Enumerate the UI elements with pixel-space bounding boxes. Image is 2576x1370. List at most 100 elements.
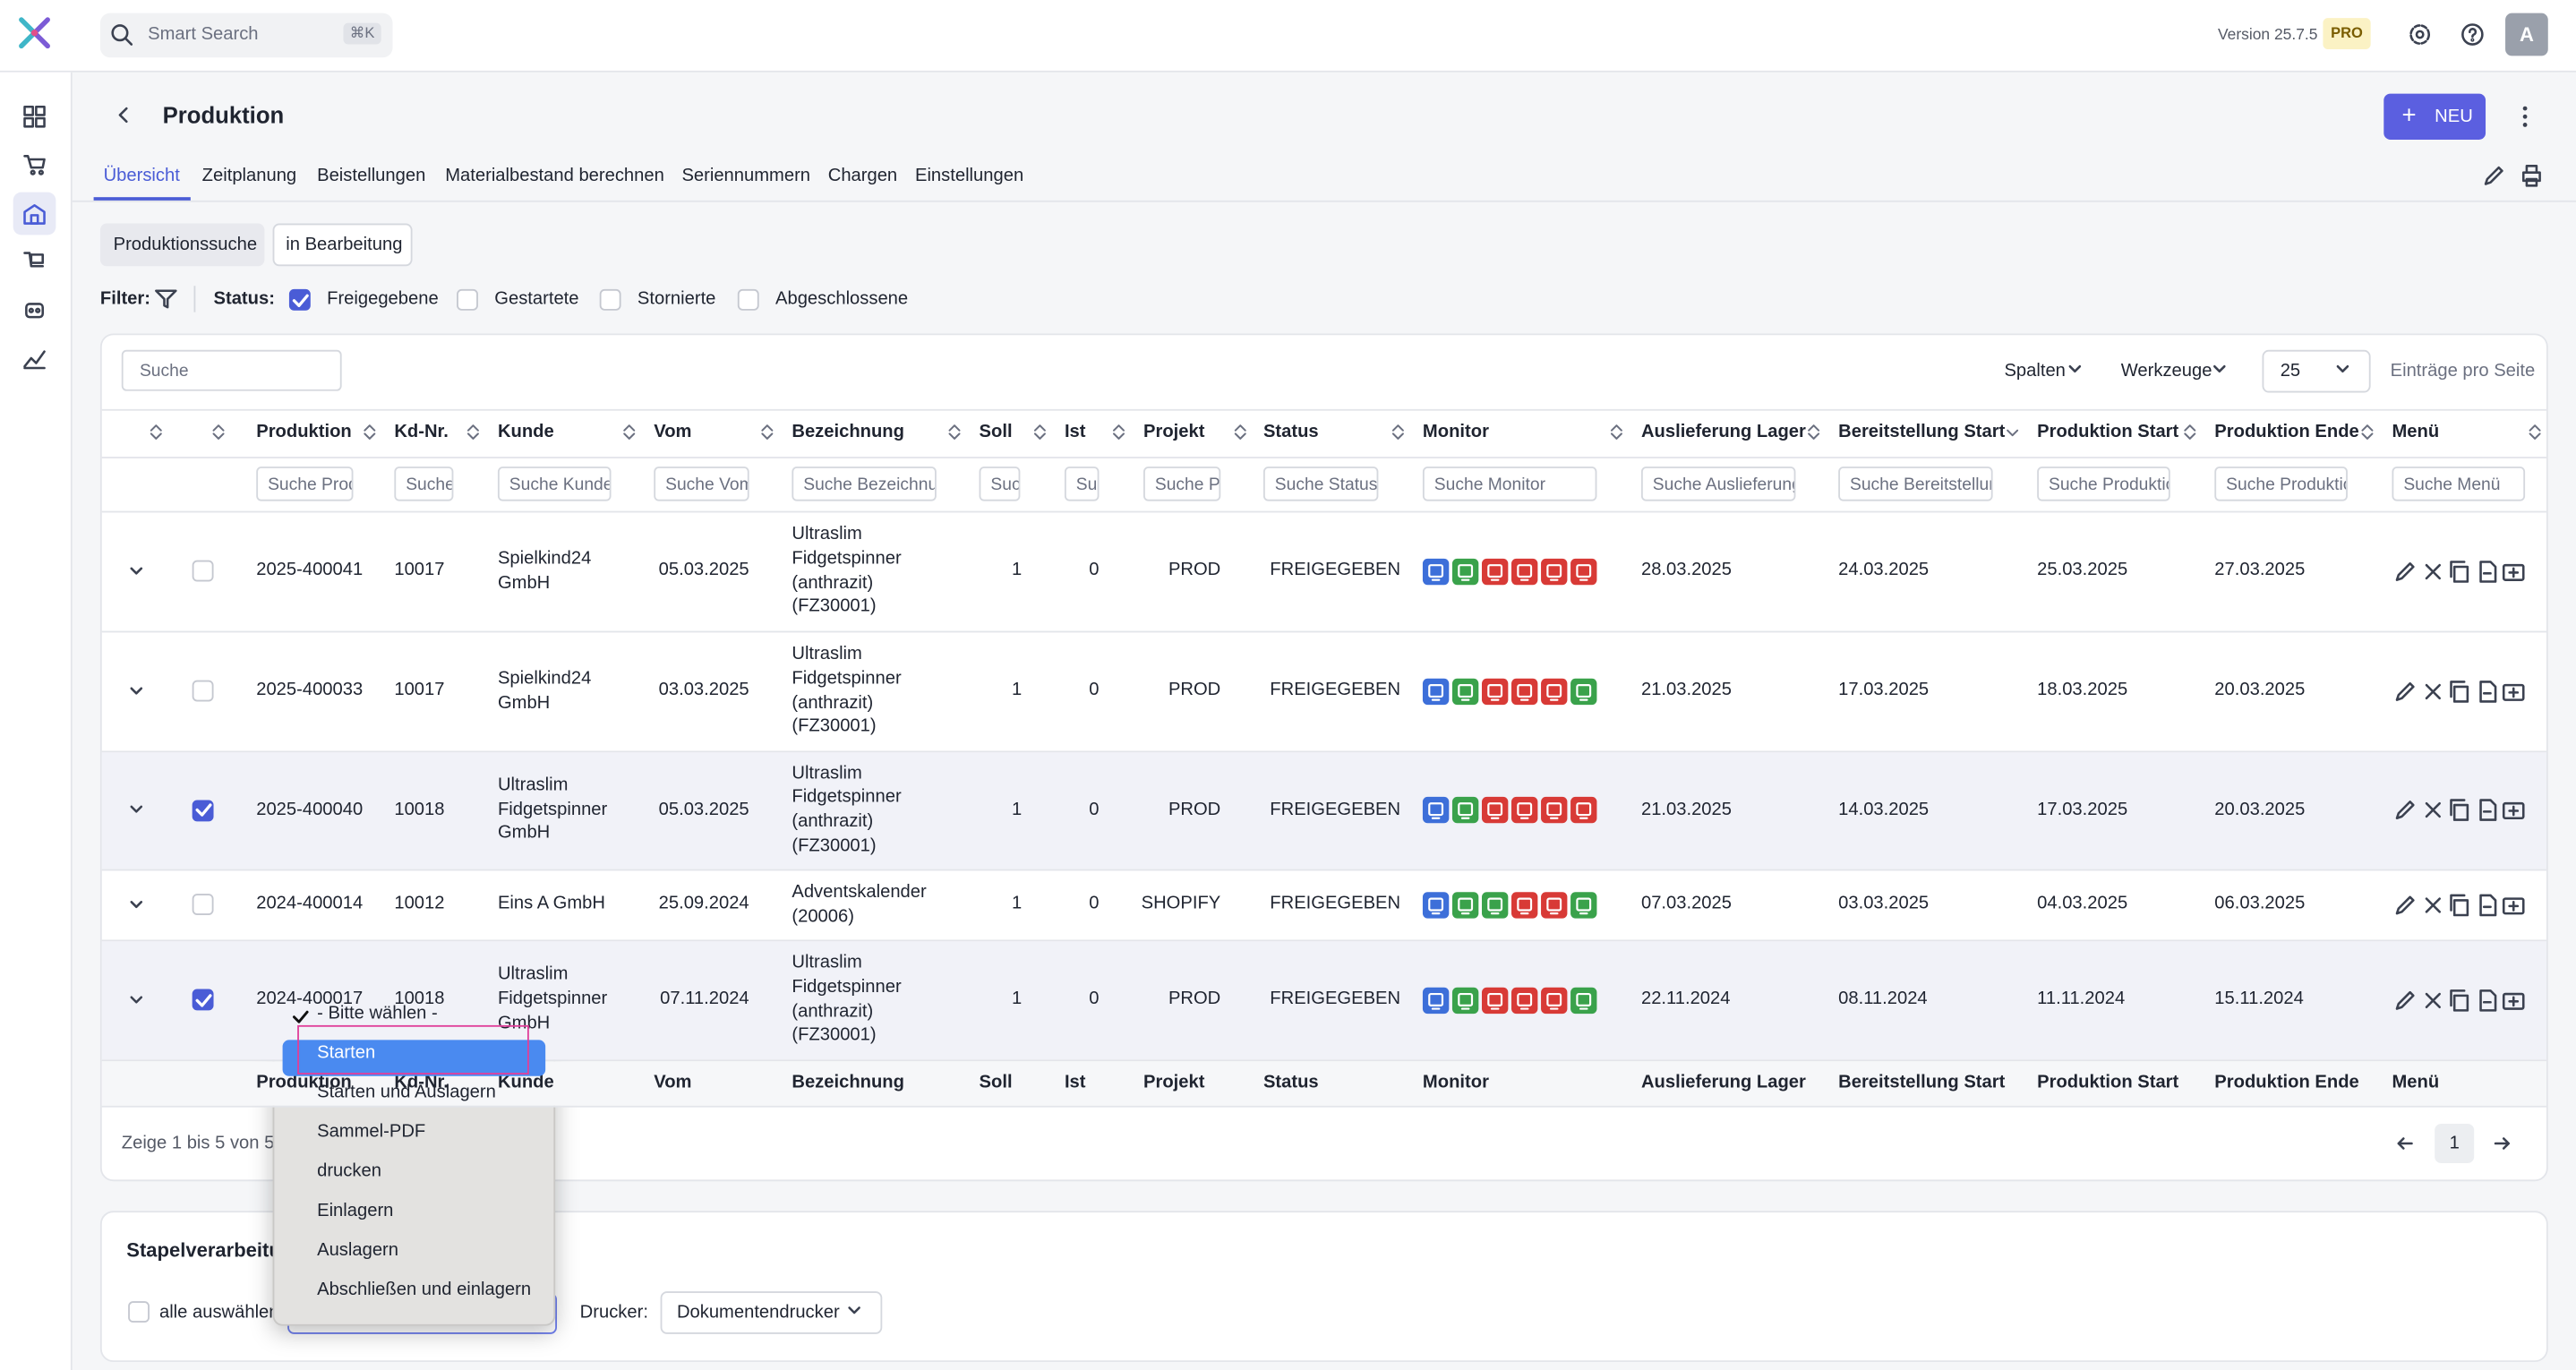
table-search[interactable]: Suche	[122, 350, 342, 391]
row-action[interactable]	[2393, 989, 2417, 1012]
row-action[interactable]	[2475, 680, 2498, 703]
column-filter[interactable]: Suche Produktion Start	[2037, 467, 2170, 501]
row-action[interactable]	[2502, 799, 2525, 822]
tab[interactable]: Chargen	[828, 166, 897, 185]
dropdown-option[interactable]: Sammel-PDF	[317, 1122, 425, 1142]
sort-icon[interactable]	[2178, 421, 2202, 444]
dropdown-option[interactable]: Auslagern	[317, 1240, 398, 1260]
column-header[interactable]: Bereitstellung Start	[1838, 423, 2005, 442]
nav-robot[interactable]	[23, 297, 47, 321]
dropdown-option[interactable]: Starten	[317, 1043, 375, 1063]
column-header[interactable]: Ist	[1065, 423, 1086, 442]
sort-icon[interactable]	[2001, 421, 2024, 444]
expand-row[interactable]	[124, 893, 148, 916]
sort-icon[interactable]	[2356, 421, 2379, 444]
page-size-select[interactable]	[2263, 350, 2371, 393]
sort-icon[interactable]	[2523, 421, 2546, 444]
new-button[interactable]: +NEU	[2383, 94, 2486, 140]
column-filter[interactable]: Suche Status	[1263, 467, 1378, 501]
tools-button[interactable]: Werkzeuge	[2121, 362, 2212, 381]
sort-icon[interactable]	[1228, 421, 1252, 444]
column-header[interactable]: Kd-Nr.	[394, 423, 449, 442]
sort-icon[interactable]	[207, 421, 230, 444]
sort-icon[interactable]	[462, 421, 485, 444]
dropdown-option[interactable]: Abschließen und einlagern	[317, 1280, 531, 1299]
column-filter[interactable]: Suche Ist	[1065, 467, 1100, 501]
sort-icon[interactable]	[618, 421, 641, 444]
sort-icon[interactable]	[1108, 421, 1131, 444]
row-action[interactable]	[2502, 989, 2525, 1012]
row-action[interactable]	[2421, 893, 2444, 916]
sort-icon[interactable]	[144, 421, 167, 444]
nav-shop[interactable]	[23, 153, 47, 176]
row-action[interactable]	[2448, 560, 2471, 583]
nav-dashboard[interactable]	[23, 105, 47, 128]
columns-button[interactable]: Spalten	[2004, 362, 2065, 381]
print-page[interactable]	[2520, 164, 2544, 187]
row-action[interactable]	[2448, 680, 2471, 703]
sort-icon[interactable]	[756, 421, 779, 444]
expand-row[interactable]	[124, 989, 148, 1012]
column-filter[interactable]: Suche Kunde	[498, 467, 612, 501]
tab[interactable]: Materialbestand berechnen	[445, 166, 664, 185]
expand-row[interactable]	[124, 799, 148, 822]
column-filter[interactable]: Suche Vom	[654, 467, 749, 501]
row-action[interactable]	[2502, 680, 2525, 703]
row-checkbox[interactable]	[193, 561, 214, 582]
row-action[interactable]	[2475, 893, 2498, 916]
avatar[interactable]: A	[2505, 13, 2548, 56]
sort-icon[interactable]	[358, 421, 381, 444]
column-filter[interactable]: Suche Menü	[2392, 467, 2525, 501]
row-action[interactable]	[2475, 799, 2498, 822]
row-action[interactable]	[2475, 989, 2498, 1012]
expand-row[interactable]	[124, 680, 148, 703]
row-action[interactable]	[2475, 560, 2498, 583]
column-header[interactable]: Menü	[2392, 423, 2439, 442]
column-filter[interactable]: Suche Monitor	[1423, 467, 1596, 501]
row-action[interactable]	[2502, 560, 2525, 583]
edit-page[interactable]	[2482, 164, 2505, 187]
status-checkbox[interactable]	[738, 289, 759, 311]
sort-icon[interactable]	[1029, 421, 1052, 444]
column-header[interactable]: Vom	[654, 423, 691, 442]
row-action[interactable]	[2421, 799, 2444, 822]
column-filter[interactable]: Suche Projekt	[1143, 467, 1220, 501]
settings-icon[interactable]	[2409, 23, 2432, 47]
logo[interactable]	[16, 15, 52, 51]
sort-icon[interactable]	[1802, 421, 1826, 444]
column-header[interactable]: Projekt	[1143, 423, 1204, 442]
tab[interactable]: Beistellungen	[317, 166, 425, 185]
nav-cart[interactable]	[23, 250, 47, 273]
column-filter[interactable]: Suche Produktion Ende	[2214, 467, 2348, 501]
column-header[interactable]: Produktion Start	[2037, 423, 2178, 442]
column-header[interactable]: Monitor	[1423, 423, 1489, 442]
row-checkbox[interactable]	[193, 681, 214, 702]
more-menu[interactable]	[2515, 105, 2535, 128]
help-icon[interactable]	[2461, 23, 2485, 47]
column-header[interactable]: Produktion	[256, 423, 352, 442]
tab[interactable]: Seriennummern	[681, 166, 810, 185]
prev-page[interactable]	[2395, 1135, 2415, 1152]
column-header[interactable]: Auslieferung Lager	[1641, 423, 1806, 442]
back-button[interactable]	[114, 105, 133, 124]
row-action[interactable]	[2448, 799, 2471, 822]
column-header[interactable]: Soll	[980, 423, 1013, 442]
column-header[interactable]: Kunde	[498, 423, 554, 442]
row-action[interactable]	[2421, 989, 2444, 1012]
current-page[interactable]: 1	[2435, 1124, 2474, 1163]
column-filter[interactable]: Suche Auslieferung Lager	[1641, 467, 1795, 501]
column-header[interactable]: Produktion Ende	[2214, 423, 2358, 442]
row-action[interactable]	[2448, 989, 2471, 1012]
row-checkbox[interactable]	[193, 894, 214, 915]
sort-icon[interactable]	[1387, 421, 1410, 444]
column-filter[interactable]: Suche Bereitstellung Start	[1838, 467, 1992, 501]
dropdown-option[interactable]: - Bitte wählen -	[317, 1004, 438, 1023]
tab[interactable]: Einstellungen	[915, 166, 1023, 185]
row-action[interactable]	[2421, 680, 2444, 703]
row-action[interactable]	[2393, 799, 2417, 822]
nav-production[interactable]	[23, 202, 47, 226]
sort-icon[interactable]	[1605, 421, 1629, 444]
column-filter[interactable]: Suche Soll	[980, 467, 1021, 501]
dropdown-option[interactable]: Einlagern	[317, 1201, 393, 1220]
expand-row[interactable]	[124, 560, 148, 583]
